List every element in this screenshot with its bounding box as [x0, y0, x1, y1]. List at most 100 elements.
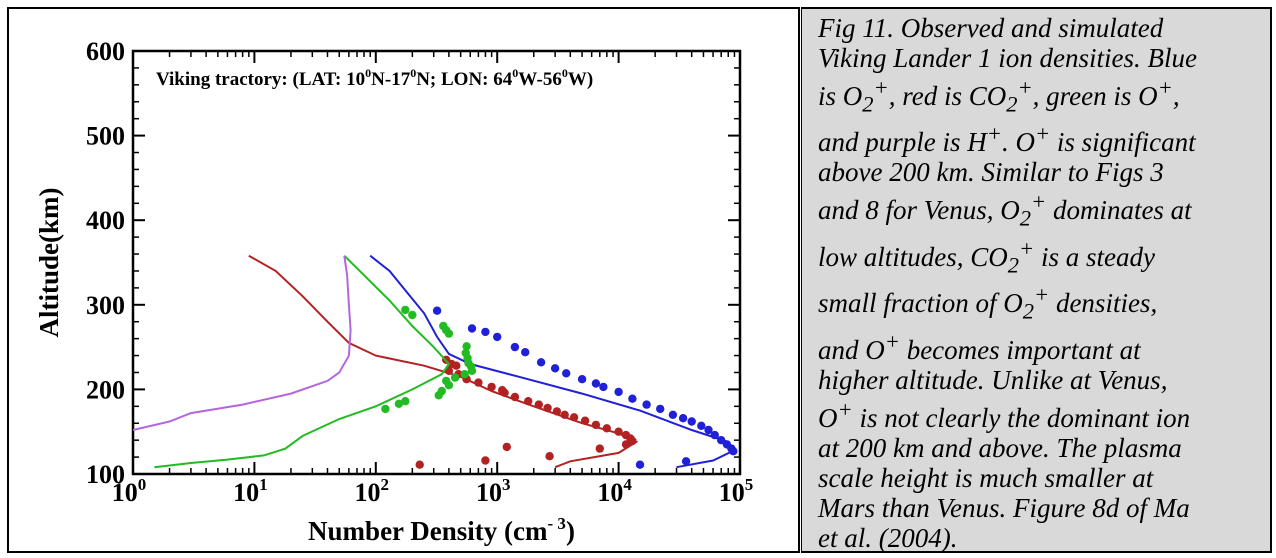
observed-point — [668, 410, 678, 419]
series-group — [154, 254, 477, 469]
observed-point — [577, 375, 587, 384]
observed-point — [510, 392, 520, 402]
annotation-text: W-56 — [518, 69, 562, 90]
x-tick-label: 105 — [719, 475, 754, 507]
x-tick-base: 10 — [233, 478, 259, 507]
caption-text: and purple is H — [818, 127, 987, 158]
observed-point — [710, 430, 719, 440]
observed-point — [614, 387, 623, 397]
x-tick-exponent: 0 — [138, 475, 147, 494]
observed-point — [408, 310, 417, 320]
observed-point — [452, 361, 461, 370]
y-axis-title: Altitude(km) — [34, 188, 64, 338]
observed-point — [591, 420, 601, 430]
series-group — [369, 254, 738, 469]
annotation-degree: 0 — [512, 66, 518, 80]
x-tick-label: 104 — [597, 475, 632, 507]
caption-subscript: 2 — [1006, 91, 1018, 117]
caption-text: becomes important at — [899, 334, 1141, 365]
x-tick-base: 10 — [719, 478, 745, 507]
observed-point — [432, 306, 442, 315]
observed-point — [550, 364, 560, 373]
observed-point — [536, 358, 546, 367]
caption-text: and O — [818, 334, 885, 365]
observed-point — [614, 427, 623, 436]
caption-superscript: + — [873, 75, 889, 100]
y-tick-label: 400 — [86, 206, 125, 235]
caption-subscript: 2 — [1022, 298, 1035, 324]
observed-point — [543, 403, 552, 413]
y-tick-label: 500 — [86, 122, 125, 151]
plot-frame — [131, 49, 742, 476]
caption-text: dominates at — [1046, 195, 1192, 226]
y-tick-label: 600 — [86, 37, 125, 66]
annotation-text: W) — [568, 69, 593, 90]
caption-superscript: + — [1157, 75, 1173, 100]
observed-point — [444, 381, 454, 390]
annotation-text: N-17 — [371, 69, 411, 90]
caption-superscript: + — [1031, 189, 1047, 215]
caption-text: , red is CO — [888, 81, 1007, 111]
observed-point — [401, 305, 410, 315]
x-axis-title-close: ) — [566, 516, 575, 546]
annotation-text: Viking tractory: (LAT: 10 — [156, 69, 365, 90]
annotation-degree: 0 — [562, 66, 568, 80]
observed-point — [534, 400, 543, 409]
observed-point — [681, 457, 691, 466]
observed-point — [687, 417, 696, 426]
x-tick-label: 101 — [233, 475, 268, 507]
series-group — [133, 255, 352, 431]
series-group — [248, 254, 639, 469]
x-tick-label: 100 — [112, 475, 147, 507]
observed-point — [591, 379, 601, 388]
x-tick-exponent: 3 — [502, 475, 511, 494]
observed-point — [697, 421, 706, 430]
caption-line: Fig 11. Observed and simulated — [818, 13, 1164, 43]
annotation-degree: 0 — [365, 66, 371, 80]
caption-superscript: + — [837, 396, 853, 422]
observed-point — [642, 400, 651, 409]
x-axis-title: Number Density (cm- 3) — [308, 514, 575, 546]
trajectory-annotation: Viking tractory: (LAT: 100N-170N; LON: 6… — [156, 66, 593, 90]
observed-point — [628, 394, 637, 403]
observed-point — [394, 399, 404, 408]
observed-point — [444, 329, 454, 338]
observed-point — [729, 447, 738, 456]
caption-text: O — [818, 402, 838, 433]
annotation-degree: 0 — [410, 66, 416, 80]
simulated-line — [369, 254, 736, 469]
observed-point — [510, 342, 520, 352]
caption-superscript: + — [1017, 75, 1033, 100]
caption-superscript: + — [986, 121, 1002, 147]
caption-line: above 200 km. Similar to Figs 3 — [818, 157, 1164, 188]
x-tick-label: 103 — [476, 475, 511, 507]
caption-text: low altitudes, CO — [818, 241, 1008, 272]
caption-line: at 200 km and above. The plasma — [818, 432, 1182, 463]
observed-point — [460, 370, 469, 379]
observed-point — [678, 414, 688, 423]
caption-text: , — [1172, 81, 1180, 111]
observed-point — [552, 407, 562, 416]
caption-superscript: + — [1034, 282, 1050, 308]
observed-point — [502, 442, 511, 452]
caption-text: is not clearly the dominant ion — [852, 402, 1191, 433]
caption-subscript: 2 — [862, 91, 874, 117]
caption-subscript: 2 — [1019, 205, 1031, 231]
simulated-line — [154, 254, 451, 469]
y-tick-label: 100 — [86, 460, 125, 489]
x-tick-exponent: 5 — [745, 475, 754, 494]
caption-text: densities, — [1049, 288, 1158, 319]
annotation-text: N; LON: 64 — [416, 69, 513, 90]
x-tick-exponent: 4 — [623, 475, 632, 494]
x-tick-base: 10 — [112, 478, 138, 507]
observed-point — [704, 425, 713, 435]
caption-line: Viking Lander 1 ion densities. Blue — [818, 43, 1197, 73]
caption-text: small fraction of O — [818, 288, 1023, 319]
caption-text: is a steady — [1034, 241, 1155, 272]
caption-line: Mars than Venus. Figure 8d of Ma — [818, 492, 1190, 523]
figure-caption: Fig 11. Observed and simulated Viking La… — [818, 13, 1264, 553]
x-tick-exponent: 1 — [259, 475, 268, 494]
observed-point — [599, 382, 608, 392]
